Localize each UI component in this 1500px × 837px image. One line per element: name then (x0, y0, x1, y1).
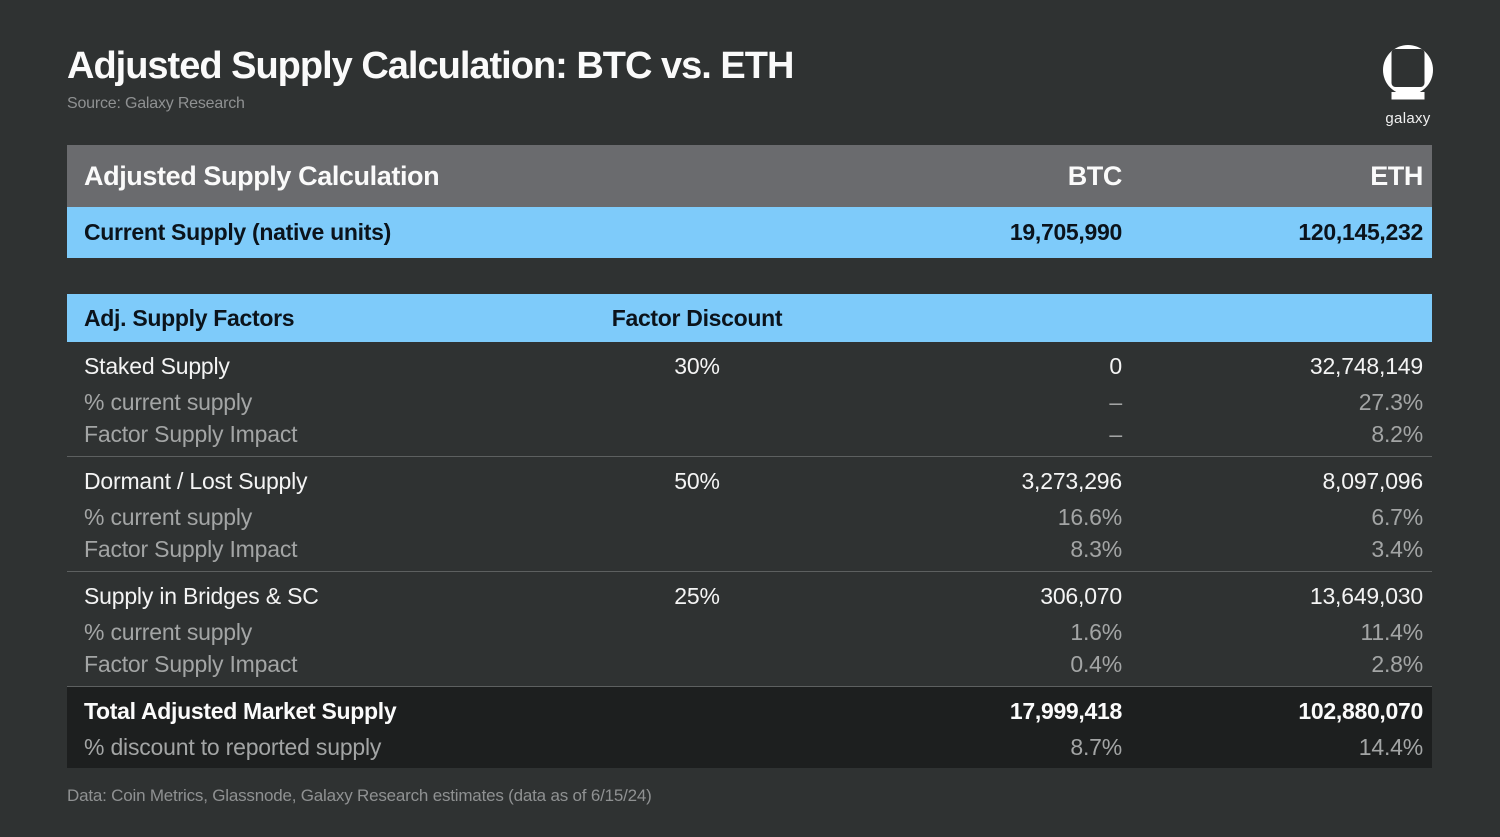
factor-name: Supply in Bridges & SC (84, 582, 319, 609)
pct-current-supply-eth: 27.3% (1358, 388, 1423, 415)
factors-header-row: Adj. Supply Factors Factor Discount (67, 294, 1432, 342)
summary-table-header-row: Adjusted Supply Calculation BTC ETH (67, 145, 1432, 207)
summary-table: Adjusted Supply Calculation BTC ETH Curr… (67, 145, 1432, 258)
factor-group-dormant-lost-supply: Dormant / Lost Supply 50% 3,273,296 8,09… (67, 457, 1432, 572)
pct-current-supply-btc: 1.6% (1070, 618, 1122, 645)
table-row: Factor Supply Impact 0.4% 2.8% (67, 648, 1432, 680)
table-row: Dormant / Lost Supply 50% 3,273,296 8,09… (67, 461, 1432, 501)
factor-discount-value: 50% (674, 467, 720, 494)
factors-table: Adj. Supply Factors Factor Discount Stak… (67, 294, 1432, 768)
table-row: Staked Supply 30% 0 32,748,149 (67, 346, 1432, 386)
pct-current-supply-eth: 6.7% (1371, 503, 1423, 530)
factor-supply-impact-btc: 0.4% (1070, 650, 1122, 677)
total-btc-value: 17,999,418 (1009, 697, 1122, 724)
table-row: % current supply – 27.3% (67, 386, 1432, 418)
factor-name: Dormant / Lost Supply (84, 467, 308, 494)
table-row: % discount to reported supply 8.7% 14.4% (67, 731, 1432, 763)
table-row: Supply in Bridges & SC 25% 306,070 13,64… (67, 576, 1432, 616)
title-block: Adjusted Supply Calculation: BTC vs. ETH… (67, 45, 794, 113)
pct-discount-eth: 14.4% (1358, 733, 1423, 760)
pct-discount-label: % discount to reported supply (84, 733, 382, 760)
factor-name: Staked Supply (84, 352, 230, 379)
column-header-eth: ETH (1370, 160, 1423, 191)
total-eth-value: 102,880,070 (1298, 697, 1423, 724)
total-label: Total Adjusted Market Supply (84, 697, 397, 724)
galaxy-logo: galaxy (1376, 44, 1440, 127)
factor-supply-impact-eth: 3.4% (1371, 535, 1423, 562)
factor-supply-impact-eth: 2.8% (1371, 650, 1423, 677)
factor-supply-impact-eth: 8.2% (1371, 420, 1423, 447)
factor-btc-value: 0 (1109, 352, 1122, 379)
factor-group-staked-supply: Staked Supply 30% 0 32,748,149 % current… (67, 342, 1432, 457)
factor-supply-impact-btc: – (1109, 420, 1122, 447)
column-header-btc: BTC (1067, 160, 1123, 191)
current-supply-label: Current Supply (native units) (84, 219, 391, 245)
factor-supply-impact-label: Factor Supply Impact (84, 650, 298, 677)
page-title: Adjusted Supply Calculation: BTC vs. ETH (67, 45, 794, 87)
factor-btc-value: 306,070 (1040, 582, 1122, 609)
total-row: Total Adjusted Market Supply 17,999,418 … (67, 687, 1432, 768)
table-row: Total Adjusted Market Supply 17,999,418 … (67, 691, 1432, 731)
factor-group-bridges-sc: Supply in Bridges & SC 25% 306,070 13,64… (67, 572, 1432, 687)
current-supply-row: Current Supply (native units) 19,705,990… (67, 207, 1432, 258)
factor-eth-value: 32,748,149 (1309, 352, 1423, 379)
pct-current-supply-label: % current supply (84, 618, 253, 645)
factor-btc-value: 3,273,296 (1021, 467, 1122, 494)
pct-current-supply-label: % current supply (84, 388, 253, 415)
current-supply-btc: 19,705,990 (1009, 219, 1122, 245)
factor-supply-impact-btc: 8.3% (1070, 535, 1122, 562)
factor-eth-value: 8,097,096 (1322, 467, 1423, 494)
factor-supply-impact-label: Factor Supply Impact (84, 535, 298, 562)
factor-supply-impact-label: Factor Supply Impact (84, 420, 298, 447)
table-row: % current supply 16.6% 6.7% (67, 501, 1432, 533)
data-source-note: Data: Coin Metrics, Glassnode, Galaxy Re… (67, 786, 652, 805)
pct-discount-btc: 8.7% (1070, 733, 1122, 760)
factor-eth-value: 13,649,030 (1309, 582, 1423, 609)
table-row: Factor Supply Impact – 8.2% (67, 418, 1432, 450)
table-row: % current supply 1.6% 11.4% (67, 616, 1432, 648)
pct-current-supply-btc: – (1109, 388, 1122, 415)
factor-discount-header: Factor Discount (611, 304, 783, 331)
summary-header-label: Adjusted Supply Calculation (84, 160, 440, 191)
source-line: Source: Galaxy Research (67, 94, 245, 112)
pct-current-supply-btc: 16.6% (1057, 503, 1122, 530)
pct-current-supply-label: % current supply (84, 503, 253, 530)
current-supply-eth: 120,145,232 (1298, 219, 1423, 245)
factor-discount-value: 30% (674, 352, 720, 379)
table-row: Factor Supply Impact 8.3% 3.4% (67, 533, 1432, 565)
factor-discount-value: 25% (674, 582, 720, 609)
galaxy-helmet-icon (1382, 44, 1434, 106)
pct-current-supply-eth: 11.4% (1360, 618, 1423, 645)
factors-section-label: Adj. Supply Factors (84, 304, 295, 331)
galaxy-logo-label: galaxy (1385, 110, 1431, 127)
